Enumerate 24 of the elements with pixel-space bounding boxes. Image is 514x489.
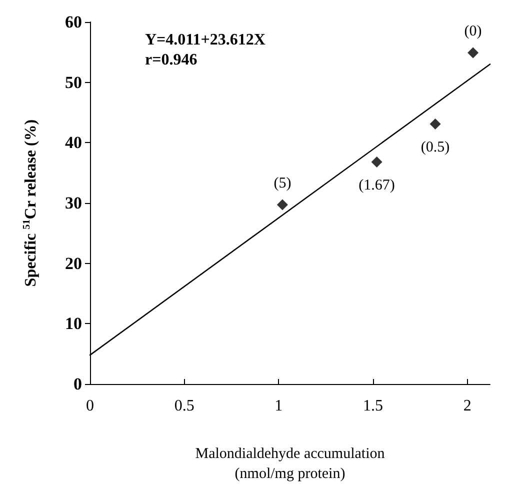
annotation: (1.67) [358, 177, 395, 194]
annotation: (5) [274, 175, 292, 192]
y-tick-label: 50 [65, 72, 82, 92]
y-tick-label: 20 [65, 254, 82, 273]
y-tick-label: 40 [65, 133, 82, 152]
x-tick-label: 1 [274, 398, 283, 414]
point [371, 156, 382, 168]
x-tick-label: 2 [463, 398, 472, 414]
y-tick-label: 60 [65, 12, 82, 32]
y-tick-label: 10 [65, 314, 82, 334]
annotation: (0.5) [420, 139, 450, 156]
y-tick-label: 0 [74, 374, 82, 394]
y-tick-label: 30 [65, 194, 82, 212]
point [430, 118, 441, 130]
point [276, 199, 288, 210]
x-axis-title: Malondialdehyde accumulation (nmol/mg protein) [195, 446, 386, 482]
x-tick-label: 0 [86, 398, 94, 414]
y-axis-title: Specific 51Cr release (%) [22, 119, 40, 287]
annotation: r=0.946 [145, 52, 198, 68]
x-tick-label: 0.5 [174, 398, 194, 414]
annotation: Y=4.011+23.612X [145, 32, 266, 48]
annotation: (0) [464, 23, 482, 40]
x-tick-label: 1.5 [363, 398, 384, 414]
point [468, 47, 479, 58]
